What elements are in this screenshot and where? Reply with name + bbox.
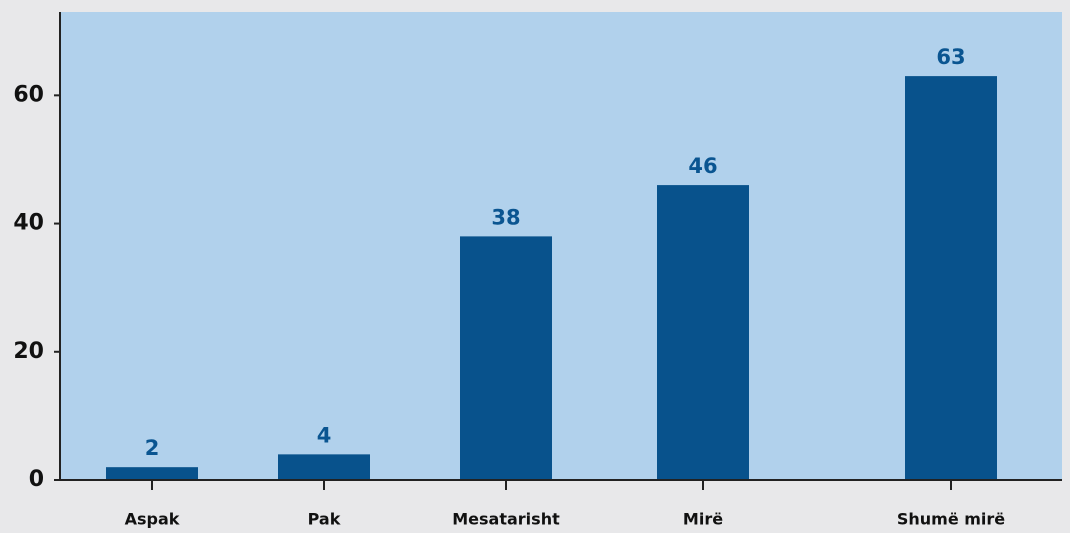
x-tick-label: Pak [308,510,341,529]
x-tick-label: Aspak [125,510,180,529]
value-label: 38 [491,205,520,229]
value-label: 63 [936,45,965,69]
x-tick-label: Mesatarisht [452,510,560,529]
y-tick-label: 40 [13,211,44,236]
value-label: 4 [317,423,332,447]
plot-area [60,12,1062,480]
y-tick-label: 0 [29,467,44,492]
bar [657,185,749,480]
y-tick-label: 60 [13,82,44,107]
bar [106,467,198,480]
bar [905,76,997,480]
value-label: 2 [145,436,160,460]
x-tick-label: Shumë mirë [897,510,1005,529]
x-tick-label: Mirë [683,510,723,529]
bar [460,236,552,480]
bar [278,454,370,480]
y-tick-label: 20 [13,339,44,364]
value-label: 46 [688,154,717,178]
